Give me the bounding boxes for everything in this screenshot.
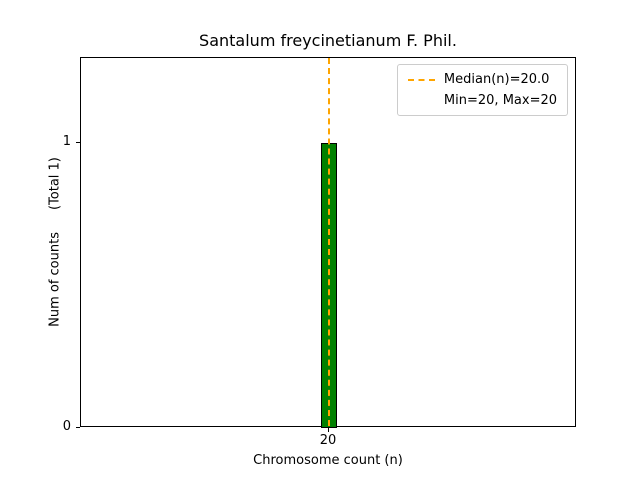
x-tick-mark — [328, 428, 329, 432]
x-axis-label: Chromosome count (n) — [253, 453, 403, 468]
plot-area: Median(n)=20.0 Min=20, Max=20 — [80, 57, 576, 428]
y-tick-mark — [76, 427, 80, 428]
y-axis-total-annotation: (Total 1) — [47, 157, 63, 211]
legend: Median(n)=20.0 Min=20, Max=20 — [396, 64, 568, 116]
median-dashed-line-icon — [407, 78, 435, 81]
y-axis-label: Num of counts (Total 1) — [48, 157, 63, 327]
legend-entry-minmax: Min=20, Max=20 — [408, 93, 557, 108]
legend-label-minmax: Min=20, Max=20 — [443, 93, 557, 108]
y-axis-label-text: Num of counts — [47, 232, 63, 327]
legend-entry-median: Median(n)=20.0 — [407, 72, 557, 87]
y-tick-label: 0 — [62, 419, 71, 434]
x-tick-label: 20 — [319, 433, 337, 448]
y-tick-label: 1 — [62, 134, 71, 150]
legend-label-median: Median(n)=20.0 — [443, 72, 550, 87]
median-line — [328, 58, 330, 426]
chart-title: Santalum freycinetianum F. Phil. — [199, 31, 457, 50]
